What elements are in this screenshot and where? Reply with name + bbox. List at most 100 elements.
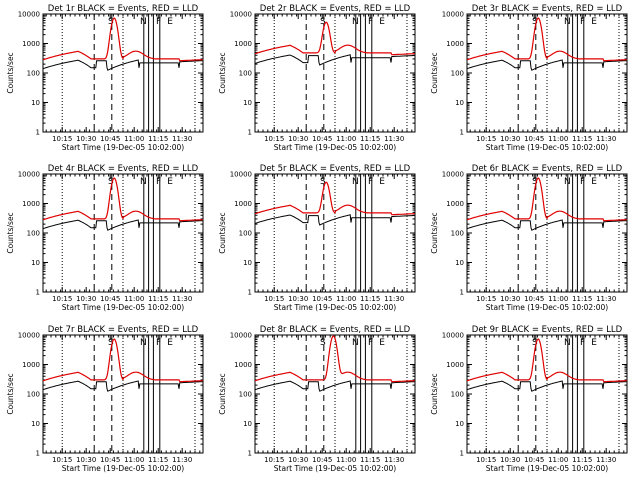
x-tick-label: 10:45 (524, 135, 544, 143)
x-tick-label: 11:15 (148, 135, 168, 143)
y-axis-label: Counts/sec (218, 373, 227, 414)
x-axis-label: Start Time (19-Dec-05 10:02:00) (62, 464, 184, 473)
phase-marker-label: N (140, 338, 147, 348)
panel-title: Det 2r BLACK = Events, RED = LLD (260, 4, 411, 14)
x-tick-label: 10:30 (76, 456, 96, 464)
y-axis-label: Counts/sec (430, 212, 439, 253)
plot-frame (42, 13, 204, 133)
panel-3: Det 3r BLACK = Events, RED = LLD 1 10 100 10… (430, 4, 628, 152)
x-tick-label: 10:45 (524, 295, 544, 303)
series-lld-line (255, 21, 415, 56)
phase-marker-label: N (564, 177, 571, 187)
series-events-line (255, 214, 415, 226)
y-tick-label: 10 (243, 259, 252, 267)
phase-marker-label: E (379, 17, 385, 27)
series-lld-line (467, 17, 627, 62)
x-axis-label: Start Time (19-Dec-05 10:02:00) (486, 464, 608, 473)
y-axis-label: Counts/sec (218, 212, 227, 253)
x-axis-label: Start Time (19-Dec-05 10:02:00) (62, 143, 184, 152)
y-tick-label: 1000 (22, 40, 40, 48)
phase-marker-label: E (591, 338, 597, 348)
x-tick-label: 10:45 (312, 295, 332, 303)
series-lld-line (467, 338, 627, 383)
x-tick-label: 11:15 (572, 135, 592, 143)
x-tick-label: 10:45 (312, 135, 332, 143)
series-lld-line (255, 181, 415, 216)
x-tick-label: 10:30 (76, 135, 96, 143)
phase-marker-label: S (532, 177, 538, 187)
panel-9: Det 9r BLACK = Events, RED = LLD 1 10 100 10… (430, 325, 628, 473)
y-tick-label: 1 (36, 450, 40, 458)
y-tick-label: 10 (31, 259, 40, 267)
x-tick-label: 11:30 (384, 456, 404, 464)
y-tick-label: 100 (239, 70, 252, 78)
x-tick-label: 11:30 (172, 135, 192, 143)
series-events-line (467, 219, 627, 231)
x-tick-label: 10:45 (100, 456, 120, 464)
series-lld-line (255, 335, 415, 383)
plot-frame (254, 334, 416, 454)
phase-marker-label: S (320, 177, 326, 187)
phase-marker-label: F (368, 177, 373, 187)
y-tick-label: 10 (455, 259, 464, 267)
panel-4: Det 4r BLACK = Events, RED = LLD 1 10 100 10… (6, 164, 204, 312)
y-tick-label: 1 (460, 450, 464, 458)
y-tick-label: 10 (455, 420, 464, 428)
y-tick-label: 1000 (446, 200, 464, 208)
x-tick-label: 11:15 (148, 295, 168, 303)
series-events-line (467, 59, 627, 71)
panel-7: Det 7r BLACK = Events, RED = LLD 1 10 100 10… (6, 325, 204, 473)
panel-title: Det 8r BLACK = Events, RED = LLD (260, 325, 411, 335)
phase-marker-label: S (320, 17, 326, 27)
phase-marker-label: N (564, 17, 571, 27)
panel-title: Det 4r BLACK = Events, RED = LLD (48, 164, 199, 174)
y-tick-label: 1000 (234, 40, 252, 48)
x-tick-label: 11:15 (360, 135, 380, 143)
x-tick-label: 11:30 (596, 456, 616, 464)
y-tick-label: 10000 (230, 171, 252, 179)
x-axis-label: Start Time (19-Dec-05 10:02:00) (274, 464, 396, 473)
y-axis-label: Counts/sec (6, 373, 15, 414)
y-axis-label: Counts/sec (6, 212, 15, 253)
y-tick-label: 10 (243, 420, 252, 428)
y-tick-label: 1 (248, 450, 252, 458)
x-tick-label: 11:00 (336, 135, 356, 143)
panel-title: Det 3r BLACK = Events, RED = LLD (472, 4, 623, 14)
x-tick-label: 10:30 (500, 456, 520, 464)
phase-marker-label: N (352, 338, 359, 348)
x-tick-label: 11:00 (336, 295, 356, 303)
y-tick-label: 10000 (18, 171, 40, 179)
y-axis-label: Counts/sec (430, 373, 439, 414)
x-tick-label: 10:45 (524, 456, 544, 464)
x-tick-label: 10:15 (52, 295, 72, 303)
y-tick-label: 10 (243, 99, 252, 107)
series-events-line (467, 380, 627, 392)
series-events-line (43, 380, 203, 392)
x-tick-label: 11:30 (596, 295, 616, 303)
series-lld-line (43, 17, 203, 62)
phase-marker-label: S (108, 177, 114, 187)
y-tick-label: 1 (460, 289, 464, 297)
x-tick-label: 10:15 (264, 456, 284, 464)
x-tick-label: 11:30 (384, 295, 404, 303)
y-tick-label: 10000 (230, 332, 252, 340)
x-axis-label: Start Time (19-Dec-05 10:02:00) (62, 303, 184, 312)
panel-title: Det 1r BLACK = Events, RED = LLD (48, 4, 199, 14)
phase-marker-label: F (156, 17, 161, 27)
x-tick-label: 11:15 (572, 295, 592, 303)
phase-marker-label: S (108, 17, 114, 27)
x-tick-label: 10:45 (100, 295, 120, 303)
x-tick-label: 10:15 (476, 295, 496, 303)
panel-5: Det 5r BLACK = Events, RED = LLD 1 10 100 10… (218, 164, 416, 312)
y-tick-label: 1 (36, 289, 40, 297)
plot-frame (42, 334, 204, 454)
phase-marker-label: F (368, 338, 373, 348)
panel-8: Det 8r BLACK = Events, RED = LLD 1 10 100 10… (218, 325, 416, 473)
y-tick-label: 1 (36, 129, 40, 137)
x-tick-label: 11:30 (596, 135, 616, 143)
y-tick-label: 100 (451, 391, 464, 399)
plot-frame (466, 13, 628, 133)
series-lld-line (43, 177, 203, 222)
series-events-line (43, 219, 203, 231)
